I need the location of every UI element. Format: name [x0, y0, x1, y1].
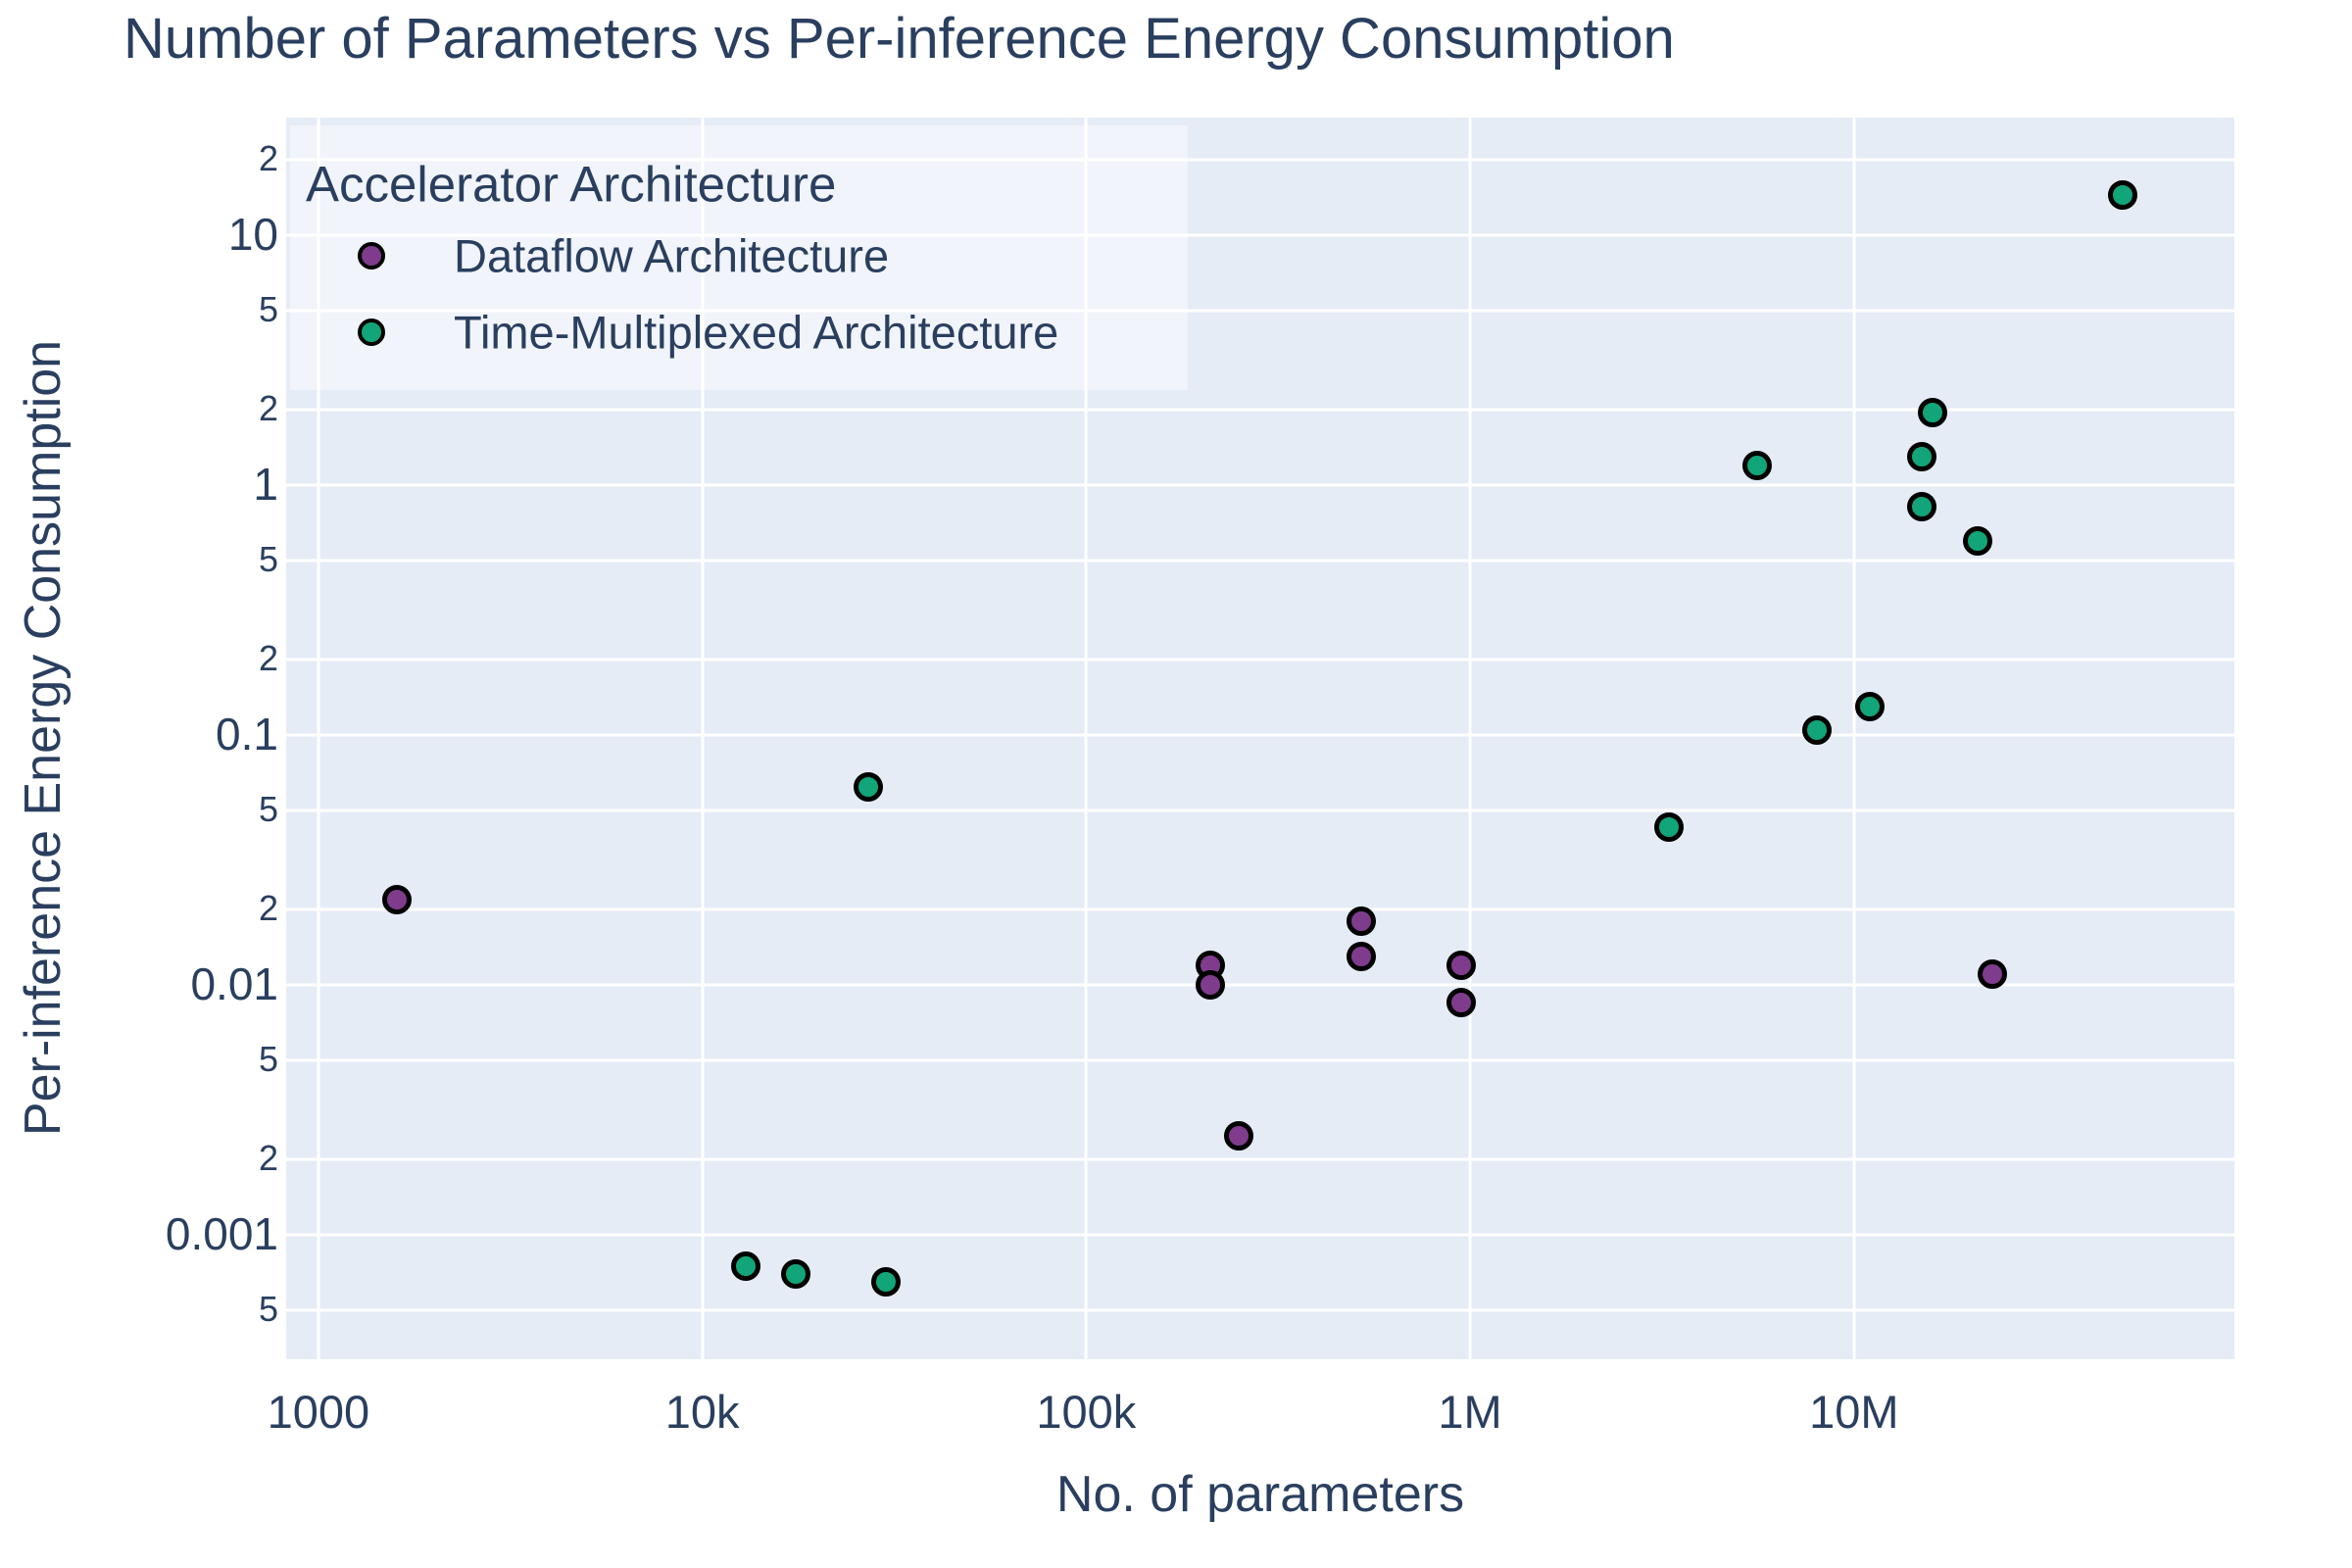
- data-point[interactable]: [1224, 1120, 1254, 1151]
- data-point[interactable]: [1917, 398, 1947, 428]
- legend-item-dataflow[interactable]: Dataflow Architecture: [290, 218, 1188, 293]
- y-axis-title: Per-inference Energy Consumption: [15, 339, 72, 1137]
- data-point[interactable]: [853, 771, 883, 802]
- y-tick-label: 0.1: [216, 708, 278, 760]
- y-gridline: [286, 309, 2234, 313]
- y-gridline: [286, 158, 2234, 162]
- y-gridline: [286, 733, 2234, 737]
- y-gridline: [286, 1058, 2234, 1062]
- y-gridline: [286, 1233, 2234, 1237]
- y-tick-label: 2: [258, 138, 278, 179]
- data-point[interactable]: [1446, 950, 1477, 980]
- data-point[interactable]: [1855, 692, 1886, 721]
- x-gridline: [317, 118, 320, 1359]
- y-tick-label: 0.01: [190, 957, 278, 1009]
- data-point[interactable]: [2107, 179, 2137, 210]
- y-gridline: [286, 983, 2234, 987]
- y-gridline: [286, 1308, 2234, 1312]
- x-tick-label: 10k: [664, 1386, 740, 1438]
- y-tick-label: 1: [253, 458, 278, 510]
- y-gridline: [286, 233, 2234, 237]
- x-gridline: [1468, 118, 1472, 1359]
- legend-title: Accelerator Architecture: [306, 156, 837, 213]
- y-tick-label: 2: [258, 1138, 278, 1179]
- y-tick-label: 5: [258, 1288, 278, 1329]
- data-point[interactable]: [780, 1258, 810, 1289]
- y-gridline: [286, 907, 2234, 911]
- y-tick-label: 5: [258, 289, 278, 330]
- chart-title: Number of Parameters vs Per-inference En…: [123, 7, 1675, 71]
- y-tick-label: 5: [258, 1038, 278, 1079]
- data-point[interactable]: [1346, 906, 1376, 936]
- x-gridline: [1852, 118, 1856, 1359]
- data-point[interactable]: [1742, 450, 1773, 480]
- data-point[interactable]: [1906, 442, 1936, 472]
- legend-item-time-multiplexed[interactable]: Time-Multiplexed Architecture: [290, 294, 1188, 369]
- x-tick-label: 1000: [267, 1386, 370, 1438]
- y-gridline: [286, 1157, 2234, 1161]
- y-tick-label: 10: [227, 209, 278, 261]
- data-point[interactable]: [1906, 492, 1936, 522]
- x-tick-label: 10M: [1809, 1386, 1899, 1438]
- y-gridline: [286, 483, 2234, 487]
- data-point[interactable]: [1446, 988, 1477, 1018]
- data-point[interactable]: [1963, 525, 1993, 556]
- y-tick-label: 5: [258, 788, 278, 829]
- time-multiplexed-marker-icon: [358, 318, 385, 346]
- y-gridline: [286, 408, 2234, 412]
- data-point[interactable]: [1654, 811, 1685, 842]
- legend: Accelerator Architecture Dataflow Archit…: [290, 125, 1188, 390]
- y-gridline: [286, 559, 2234, 563]
- legend-item-label: Time-Multiplexed Architecture: [454, 306, 1059, 358]
- dataflow-marker-icon: [358, 241, 385, 270]
- y-tick-label: 2: [258, 388, 278, 429]
- y-gridline: [286, 658, 2234, 662]
- data-point[interactable]: [1801, 714, 1832, 745]
- x-tick-label: 100k: [1036, 1386, 1137, 1438]
- y-tick-label: 0.001: [165, 1207, 278, 1259]
- data-point[interactable]: [1195, 970, 1225, 1001]
- legend-item-label: Dataflow Architecture: [454, 229, 890, 281]
- y-tick-label: 2: [258, 888, 278, 929]
- y-tick-label: 2: [258, 638, 278, 679]
- x-axis-title: No. of parameters: [1055, 1466, 1465, 1523]
- data-point[interactable]: [731, 1250, 761, 1281]
- x-gridline: [701, 118, 705, 1359]
- data-point[interactable]: [381, 884, 412, 914]
- x-tick-label: 1M: [1438, 1386, 1502, 1438]
- data-point[interactable]: [1346, 941, 1376, 971]
- y-gridline: [286, 808, 2234, 812]
- y-tick-label: 5: [258, 538, 278, 579]
- data-point[interactable]: [1978, 959, 2008, 990]
- plot-area: [286, 118, 2234, 1359]
- x-gridline: [1084, 118, 1088, 1359]
- data-point[interactable]: [870, 1266, 901, 1297]
